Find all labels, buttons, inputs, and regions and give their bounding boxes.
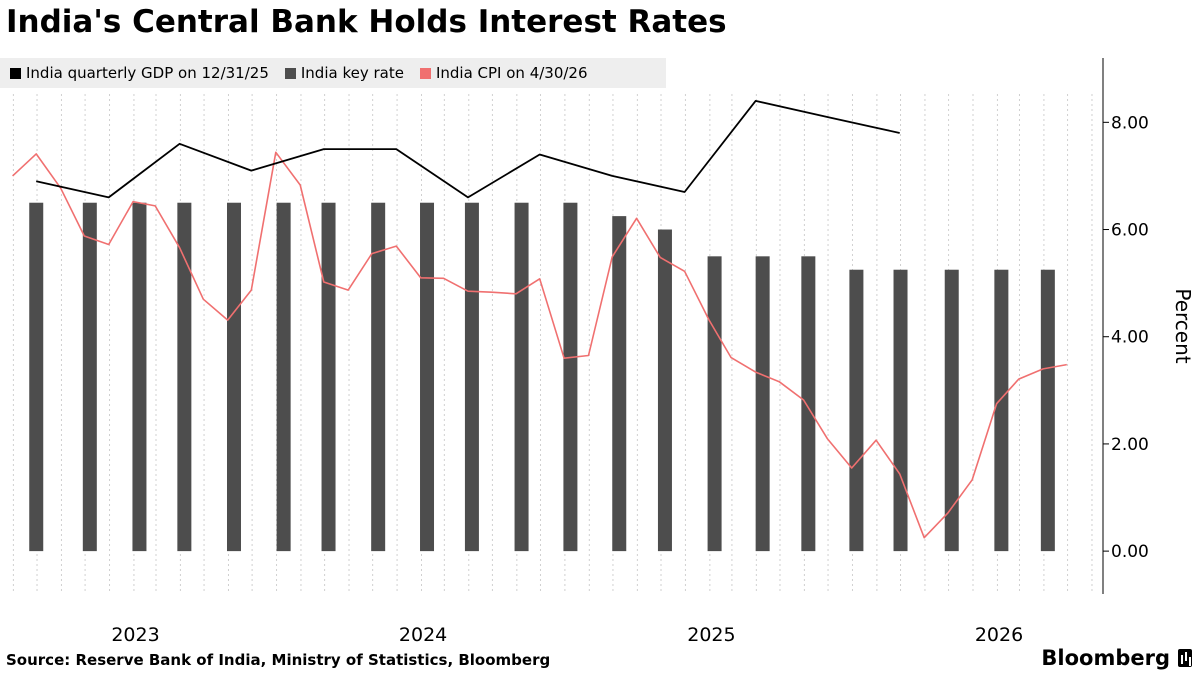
y-tick-label: 6.00 xyxy=(1111,221,1149,241)
bar-key-rate xyxy=(893,269,908,552)
legend-swatch-key-rate xyxy=(284,67,296,79)
y-tick-label: 0.00 xyxy=(1111,542,1149,562)
x-tick-label: 2025 xyxy=(687,624,735,646)
bar-key-rate xyxy=(944,269,959,552)
bloomberg-logo: Bloomberg xyxy=(1041,646,1192,670)
brand-label: Bloomberg xyxy=(1041,646,1170,670)
source-note: Source: Reserve Bank of India, Ministry … xyxy=(6,651,551,669)
legend-label-gdp: India quarterly GDP on 12/31/25 xyxy=(26,64,269,82)
bar-key-rate xyxy=(612,216,627,552)
bar-key-rate xyxy=(420,202,435,552)
legend-item-key-rate: India key rate xyxy=(284,64,404,82)
bar-key-rate xyxy=(801,256,816,552)
bar-key-rate xyxy=(994,269,1009,552)
x-tick-label: 2024 xyxy=(399,624,447,646)
legend-item-cpi: India CPI on 4/30/26 xyxy=(419,64,588,82)
legend-label-cpi: India CPI on 4/30/26 xyxy=(435,64,588,82)
x-tick-label: 2026 xyxy=(975,624,1023,646)
bar-key-rate xyxy=(849,269,864,552)
y-tick-label: 2.00 xyxy=(1111,435,1149,455)
legend-item-gdp: India quarterly GDP on 12/31/25 xyxy=(10,64,269,82)
bar-key-rate xyxy=(276,202,291,552)
bar-key-rate xyxy=(82,202,97,552)
y-tick-label: 8.00 xyxy=(1111,113,1149,133)
y-tick-label: 4.00 xyxy=(1111,328,1149,348)
bar-key-rate xyxy=(29,202,44,552)
legend: India quarterly GDP on 12/31/25 India ke… xyxy=(0,58,666,88)
bloomberg-terminal-icon xyxy=(1178,649,1192,667)
legend-swatch-gdp xyxy=(10,67,21,79)
bar-key-rate xyxy=(177,202,192,552)
bar-key-rate xyxy=(464,202,479,552)
bar-key-rate xyxy=(563,202,578,552)
x-tick-label: 2023 xyxy=(111,624,159,646)
series-line-cpi xyxy=(12,151,1067,539)
chart-title: India's Central Bank Holds Interest Rate… xyxy=(6,4,727,40)
bar-key-rate xyxy=(1040,269,1055,552)
bar-key-rate xyxy=(707,256,722,552)
bar-key-rate xyxy=(657,229,672,552)
legend-swatch-cpi xyxy=(419,67,431,79)
bar-key-rate xyxy=(371,202,386,552)
bar-key-rate xyxy=(132,202,147,552)
series-line-gdp xyxy=(36,100,900,199)
bar-key-rate xyxy=(226,202,241,552)
bar-key-rate xyxy=(755,256,770,552)
legend-label-key-rate: India key rate xyxy=(300,64,404,82)
bar-key-rate xyxy=(321,202,336,552)
bar-key-rate xyxy=(514,202,529,552)
y-axis-label: Percent xyxy=(1171,288,1195,363)
